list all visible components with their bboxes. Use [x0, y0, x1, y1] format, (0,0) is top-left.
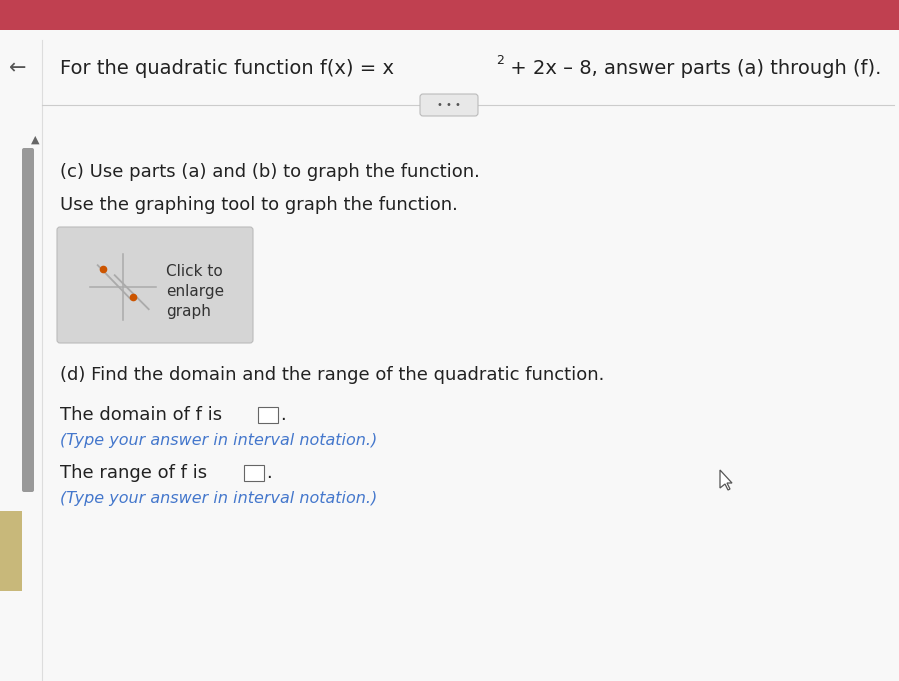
FancyBboxPatch shape [57, 227, 253, 343]
Text: Use the graphing tool to graph the function.: Use the graphing tool to graph the funct… [60, 196, 458, 214]
Text: (d) Find the domain and the range of the quadratic function.: (d) Find the domain and the range of the… [60, 366, 604, 384]
Text: 2: 2 [496, 54, 503, 67]
Bar [244, 465, 264, 481]
Text: The range of f is: The range of f is [60, 464, 207, 482]
Text: .: . [280, 406, 286, 424]
Text: • • •: • • • [437, 100, 461, 110]
Text: Click to: Click to [166, 264, 223, 279]
Text: ▲: ▲ [31, 135, 40, 145]
Text: enlarge: enlarge [166, 284, 225, 300]
Text: For the quadratic function f(x) = x: For the quadratic function f(x) = x [60, 59, 394, 78]
Text: (c) Use parts (a) and (b) to graph the function.: (c) Use parts (a) and (b) to graph the f… [60, 163, 480, 181]
Text: (Type your answer in interval notation.): (Type your answer in interval notation.) [60, 432, 378, 447]
Bar [0, 511, 22, 591]
Polygon shape [720, 470, 732, 490]
FancyBboxPatch shape [420, 94, 478, 116]
Text: + 2x – 8, answer parts (a) through (f).: + 2x – 8, answer parts (a) through (f). [504, 59, 881, 78]
Text: The domain of f is: The domain of f is [60, 406, 222, 424]
Text: graph: graph [166, 304, 211, 319]
Text: ←: ← [9, 58, 27, 78]
Text: (Type your answer in interval notation.): (Type your answer in interval notation.) [60, 490, 378, 505]
Text: .: . [266, 464, 271, 482]
FancyBboxPatch shape [22, 148, 34, 492]
Bar [0, 0, 899, 30]
Bar [258, 407, 278, 423]
